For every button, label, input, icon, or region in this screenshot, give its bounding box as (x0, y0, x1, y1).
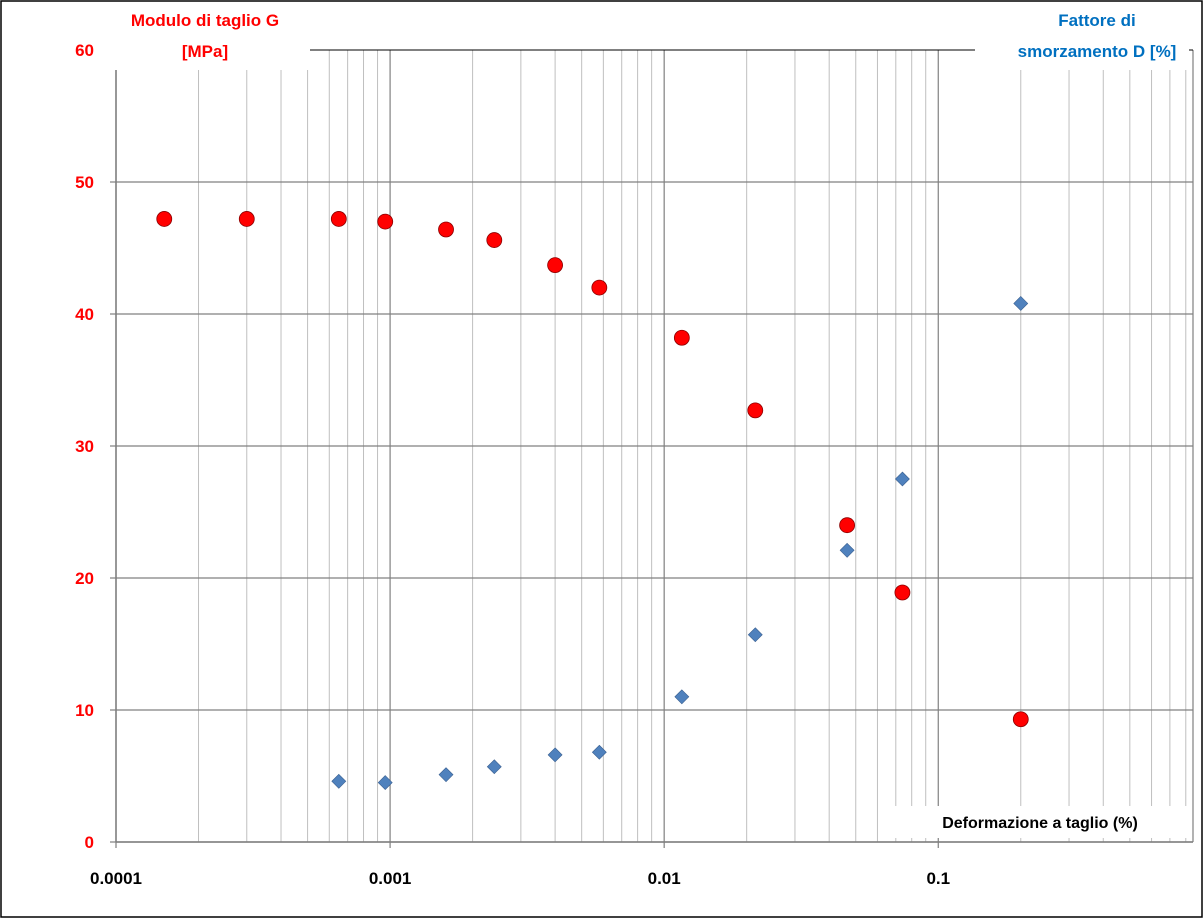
damping-ratio-point (747, 627, 763, 643)
axis-layer: 0 10 20 30 40 50 60 0.0001 0.001 0.01 0.1 (75, 41, 1193, 888)
label-background-layer (100, 8, 1190, 838)
shear-modulus-point (330, 211, 347, 227)
x-axis-title-background (892, 806, 1190, 838)
damping-ratio-point (486, 759, 502, 775)
damping-ratio-point (591, 744, 607, 760)
shear-modulus-point (839, 517, 856, 534)
x-tick-label: 0.1 (926, 869, 950, 888)
y-tick-label: 0 (85, 833, 94, 852)
shear-modulus-point (547, 257, 564, 274)
y-tick-label: 10 (75, 701, 94, 720)
right-axis-title-line-2: smorzamento D [%] (1018, 42, 1177, 61)
damping-ratio-point (839, 542, 855, 558)
damping-ratio-point (547, 747, 563, 763)
right-axis-title-background (975, 8, 1189, 70)
damping-ratio-point (894, 471, 910, 487)
marks-layer (156, 211, 1029, 791)
shear-modulus-point (486, 232, 503, 248)
shear-modulus-point (894, 584, 911, 601)
damping-ratio-point (377, 775, 393, 791)
y-tick-label: 20 (75, 569, 94, 588)
x-axis-title: Deformazione a taglio (%) (942, 815, 1138, 832)
y-tick-label: 60 (75, 41, 94, 60)
y-tick-label: 40 (75, 305, 94, 324)
shear-modulus-point (238, 211, 255, 227)
right-axis-title-line-1: Fattore di (1058, 11, 1135, 30)
x-tick-label: 0.01 (648, 869, 681, 888)
damping-ratio-point (674, 689, 690, 705)
y-tick-label: 50 (75, 173, 94, 192)
left-axis-title-line-1: Modulo di taglio G (131, 11, 279, 30)
grid-layer (115, 49, 1194, 843)
damping-ratio-point (331, 773, 347, 789)
shear-modulus-point (1012, 711, 1029, 728)
left-axis-title-line-2: [MPa] (182, 42, 228, 61)
left-axis-title-background (100, 8, 310, 70)
shear-modulus-point (377, 213, 394, 230)
x-tick-label: 0.0001 (90, 869, 142, 888)
shear-modulus-point (747, 402, 764, 419)
shear-modulus-point (156, 211, 173, 227)
y-tick-label: 30 (75, 437, 94, 456)
x-tick-label: 0.001 (369, 869, 412, 888)
shear-modulus-point (673, 329, 690, 346)
shear-modulus-point (591, 279, 608, 296)
damping-ratio-point (438, 767, 454, 783)
shear-modulus-point (438, 221, 454, 238)
damping-ratio-point (1013, 296, 1029, 311)
